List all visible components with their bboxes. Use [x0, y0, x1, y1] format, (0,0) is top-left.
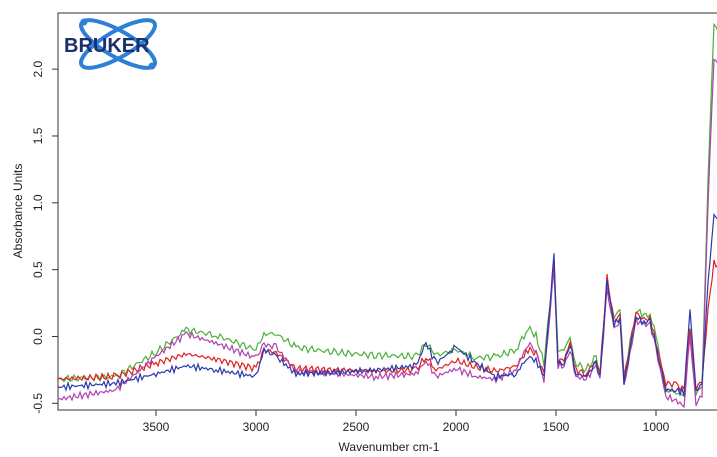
series-line-4	[57, 212, 717, 397]
y-tick-label: 0.0	[31, 328, 45, 345]
series-layer	[57, 22, 717, 409]
y-tick-label: 1.0	[31, 194, 45, 211]
x-tick-label: 2500	[343, 420, 370, 434]
atom-orbit-icon	[79, 18, 157, 70]
bruker-logo: BRUKER	[64, 18, 157, 70]
x-axis-ticks: 3500 3000 2500 2000 1500 1000	[143, 410, 670, 434]
series-line-1	[57, 22, 717, 398]
x-tick-label: 1000	[643, 420, 670, 434]
x-tick-label: 2000	[443, 420, 470, 434]
y-tick-label: 0.5	[31, 261, 45, 278]
x-tick-label: 1500	[543, 420, 570, 434]
y-tick-label: 2.0	[31, 60, 45, 77]
x-tick-label: 3000	[243, 420, 270, 434]
plot-area-frame	[57, 12, 717, 411]
y-axis-ticks: -0.5 0.0 0.5 1.0 1.5 2.0	[31, 60, 58, 414]
y-axis-title: Absorbance Units	[11, 164, 25, 259]
logo-text: BRUKER	[64, 35, 150, 57]
y-tick-label: -0.5	[31, 393, 45, 414]
x-tick-label: 3500	[143, 420, 170, 434]
x-axis-title: Wavenumber cm-1	[339, 440, 440, 454]
y-tick-label: 1.5	[31, 127, 45, 144]
series-line-3	[57, 58, 717, 409]
